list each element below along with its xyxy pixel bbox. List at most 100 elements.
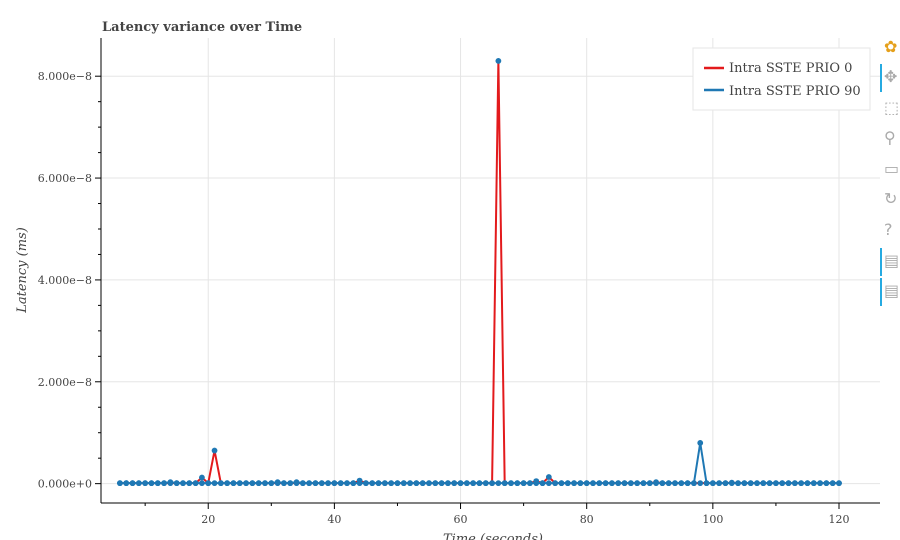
data-point-1 — [180, 480, 186, 487]
data-point-1 — [445, 480, 451, 487]
chart-toolbar: ✿ ✥ ⬚ ⚲ ▭ ↻? ▤ ▤ — [880, 30, 900, 320]
data-point-1 — [646, 480, 653, 487]
x-tick-label: 100 — [702, 513, 723, 526]
data-point-1 — [236, 480, 243, 487]
data-point-1 — [489, 480, 495, 487]
data-point-1 — [268, 480, 275, 487]
data-point-1 — [539, 480, 546, 487]
data-point-1 — [161, 480, 167, 487]
data-point-1 — [299, 480, 306, 487]
data-point-1 — [640, 480, 647, 487]
data-point-1 — [754, 480, 760, 487]
pan-icon[interactable]: ✥ — [884, 67, 898, 86]
data-point-0 — [697, 480, 704, 487]
data-point-1 — [369, 480, 376, 487]
data-point-1 — [653, 480, 659, 487]
data-point-1 — [192, 480, 199, 487]
help-icon[interactable]: ? — [884, 220, 893, 239]
data-point-1 — [318, 480, 325, 487]
data-point-1 — [558, 480, 565, 487]
active-tool-marker — [880, 64, 882, 92]
data-point-1 — [325, 480, 331, 487]
data-point-1 — [337, 480, 344, 487]
data-point-1 — [375, 480, 382, 487]
y-axis-label: Latency (ms) — [15, 227, 30, 314]
data-point-1 — [363, 480, 369, 487]
data-point-1 — [508, 480, 514, 487]
data-point-1 — [281, 480, 287, 487]
data-point-1 — [438, 480, 445, 487]
data-point-1 — [419, 480, 426, 487]
data-point-1 — [728, 480, 735, 487]
chart-title: Latency variance over Time — [102, 20, 302, 35]
data-point-1 — [344, 480, 350, 487]
x-tick-label: 80 — [580, 513, 594, 526]
data-point-1 — [785, 480, 792, 487]
data-point-1 — [123, 480, 130, 487]
data-point-1 — [451, 480, 458, 487]
data-point-1 — [791, 480, 798, 487]
data-point-1 — [463, 480, 470, 487]
data-point-1 — [609, 480, 615, 487]
data-point-1 — [331, 480, 338, 487]
data-point-1 — [230, 480, 237, 487]
save-icon[interactable]: ▭ — [884, 159, 900, 178]
data-point-1 — [741, 480, 748, 487]
data-point-1 — [798, 480, 805, 487]
data-point-1 — [407, 480, 413, 487]
data-point-1 — [356, 480, 363, 487]
data-point-1 — [501, 480, 508, 487]
series-line-1 — [119, 442, 839, 485]
data-point-1 — [703, 480, 710, 487]
data-point-1 — [287, 480, 294, 487]
data-point-1 — [691, 480, 697, 487]
box-zoom-icon[interactable]: ⬚ — [884, 98, 900, 117]
x-tick-label: 60 — [454, 513, 468, 526]
data-point-1 — [564, 480, 571, 487]
axes — [100, 38, 880, 504]
data-point-1 — [432, 480, 439, 487]
reset-icon[interactable]: ↻ — [884, 189, 898, 208]
data-point-1 — [495, 480, 502, 487]
y-tick-label: 2.000e−8 — [38, 376, 92, 389]
data-point-1 — [684, 480, 691, 487]
data-point-1 — [766, 480, 773, 487]
hover-icon-2[interactable]: ▤ — [884, 281, 900, 300]
data-point-1 — [571, 480, 577, 487]
data-point-1 — [779, 480, 786, 487]
x-tick-label: 20 — [201, 513, 215, 526]
data-point-1 — [697, 440, 704, 446]
data-point-1 — [760, 480, 767, 487]
data-point-1 — [167, 479, 174, 486]
data-point-1 — [186, 480, 193, 487]
series-line-0 — [119, 60, 839, 486]
data-point-1 — [306, 480, 313, 487]
data-point-1 — [154, 480, 161, 487]
data-point-1 — [829, 480, 836, 487]
hover-icon-1[interactable]: ▤ — [884, 251, 900, 270]
bokeh-logo[interactable]: ✿ — [884, 37, 898, 56]
series — [117, 58, 842, 487]
data-point-1 — [476, 480, 483, 487]
data-point-1 — [545, 480, 552, 487]
data-point-1 — [596, 480, 603, 487]
data-point-1 — [205, 480, 212, 487]
data-point-1 — [350, 480, 357, 487]
data-point-1 — [312, 480, 319, 487]
data-point-1 — [709, 480, 716, 487]
data-point-1 — [274, 479, 281, 486]
data-point-1 — [533, 480, 540, 487]
data-point-1 — [659, 480, 666, 487]
active-tool-marker — [880, 278, 882, 306]
wheel-zoom-icon[interactable]: ⚲ — [884, 128, 896, 147]
data-point-1 — [243, 480, 249, 487]
data-point-1 — [672, 480, 678, 487]
data-point-1 — [129, 480, 136, 487]
y-tick-label: 0.000e+0 — [38, 478, 92, 491]
data-point-1 — [627, 480, 634, 487]
x-tick-label: 40 — [327, 513, 341, 526]
data-point-1 — [293, 479, 300, 486]
legend-box — [692, 47, 871, 111]
data-point-1 — [262, 480, 268, 487]
data-point-1 — [621, 480, 628, 487]
